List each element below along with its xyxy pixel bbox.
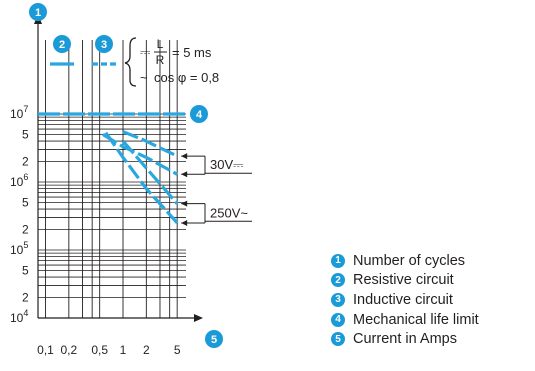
legend-item: 5 Current in Amps	[331, 329, 479, 349]
x-axis-arrow	[194, 314, 203, 322]
legend-label: Resistive circuit	[353, 272, 454, 289]
group-bracket-arrow	[181, 219, 188, 226]
series-key-resistive-marker-text: 2	[59, 39, 65, 51]
mechanical-limit-marker: 4	[190, 105, 208, 123]
y-tick-exponent: 6	[23, 172, 28, 182]
dc-symbol: ⎓	[140, 44, 150, 59]
legend: 1 Number of cycles 2 Resistive circuit 3 Indu…	[331, 251, 479, 349]
y-tick-exponent: 4	[23, 308, 28, 318]
group-label: 30V⎓	[210, 157, 244, 172]
series-key-inductive-marker: 3	[95, 35, 113, 53]
legend-marker: 2	[331, 273, 345, 288]
ac-value: cos φ = 0,8	[154, 70, 219, 85]
mechanical-limit-marker-text: 4	[196, 109, 203, 121]
x-axis-marker-text: 5	[211, 334, 217, 346]
y-tick-exponent: 7	[23, 104, 28, 114]
series-key: 2 3 ⎓ LR = 5 ms ~ cos φ = 0,8	[50, 35, 219, 87]
group-bracket-arrow	[181, 153, 188, 160]
y-tick-label: 106	[10, 172, 28, 189]
x-axis-marker: 5	[205, 330, 223, 348]
group-label: 250V~	[210, 205, 248, 220]
legend-item: 4 Mechanical life limit	[331, 310, 479, 330]
x-axis-marker-disc	[205, 330, 223, 348]
y-tick-label: 2	[22, 223, 29, 237]
legend-item: 2 Resistive circuit	[331, 271, 479, 291]
x-tick-label: 0,5	[91, 343, 108, 357]
mechanical-limit-marker-disc	[190, 105, 208, 123]
dc-denominator: R	[156, 53, 165, 67]
chart-grid	[38, 40, 186, 319]
curve-inductive-1	[104, 131, 179, 224]
legend-label: Inductive circuit	[353, 291, 453, 308]
y-tick-label: 104	[10, 308, 28, 325]
legend-item: 1 Number of cycles	[331, 251, 479, 271]
legend-marker: 4	[331, 312, 345, 327]
series-key-inductive-marker-text: 3	[101, 39, 107, 51]
y-tick-label: 107	[10, 104, 28, 121]
dc-value: = 5 ms	[172, 45, 212, 60]
y-tick-exponent: 5	[23, 240, 28, 250]
legend-marker: 1	[331, 253, 345, 268]
series-key-resistive-marker-disc	[53, 35, 71, 53]
dc-numerator: L	[157, 37, 164, 51]
y-tick-label: 5	[22, 195, 29, 209]
x-tick-label: 2	[143, 343, 150, 357]
x-tick-label: 1	[120, 343, 127, 357]
series-key-inductive-marker-disc	[95, 35, 113, 53]
curve-inductive-0	[102, 133, 178, 176]
x-tick-label: 5	[174, 343, 181, 357]
series-key-brace	[124, 37, 137, 87]
x-tick-label: 0,2	[60, 343, 77, 357]
legend-label: Current in Amps	[353, 331, 457, 348]
curve-resistive-1	[121, 140, 179, 205]
y-axis-marker: 1	[29, 3, 47, 21]
legend-label: Mechanical life limit	[353, 311, 479, 328]
y-tick-label: 2	[22, 155, 29, 169]
y-tick-label: 105	[10, 240, 28, 257]
group-bracket-arrow	[181, 200, 188, 207]
legend-item: 3 Inductive circuit	[331, 290, 479, 310]
x-tick-label: 0,1	[37, 343, 54, 357]
chart-annotations: 30V⎓ 250V~	[181, 153, 252, 226]
legend-marker: 3	[331, 292, 345, 307]
y-tick-label: 2	[22, 291, 29, 305]
y-tick-label: 5	[22, 263, 29, 277]
curve-resistive-0	[122, 130, 178, 158]
life-curves: 4	[38, 105, 208, 224]
y-tick-label: 5	[22, 127, 29, 141]
y-axis-marker-text: 1	[35, 7, 41, 19]
legend-label: Number of cycles	[353, 252, 466, 269]
x-tick-labels: 0,1 0,2 0,5 1 2 5	[37, 343, 181, 357]
ac-symbol: ~	[140, 70, 148, 85]
legend-marker: 5	[331, 332, 345, 347]
chart-axes: 15	[29, 3, 223, 348]
y-axis-marker-disc	[29, 3, 47, 21]
group-bracket-arrow	[181, 171, 188, 178]
series-key-resistive-marker: 2	[53, 35, 71, 53]
